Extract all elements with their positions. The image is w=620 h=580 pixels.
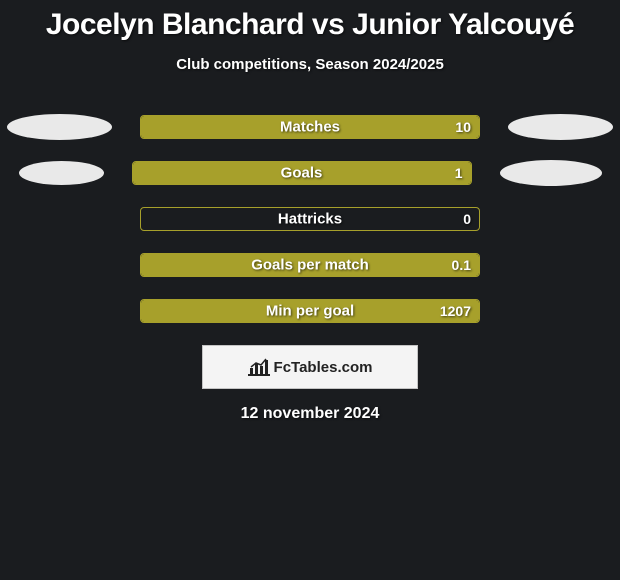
left-indicator-ellipse bbox=[19, 161, 104, 185]
left-indicator-ellipse bbox=[7, 114, 112, 140]
stat-value: 10 bbox=[455, 119, 471, 135]
bar-track: Min per goal 1207 bbox=[140, 299, 480, 323]
stat-row: Goals 1 bbox=[0, 161, 620, 185]
left-spacer bbox=[7, 252, 112, 278]
stat-label: Goals per match bbox=[251, 257, 369, 274]
right-spacer bbox=[508, 252, 613, 278]
stat-row: Hattricks 0 bbox=[0, 207, 620, 231]
stat-label: Goals bbox=[281, 165, 323, 182]
chart-icon bbox=[248, 358, 270, 376]
stat-value: 1 bbox=[455, 165, 463, 181]
bar-track: Goals 1 bbox=[132, 161, 472, 185]
right-spacer bbox=[508, 298, 613, 324]
stat-value: 0 bbox=[463, 211, 471, 227]
footer-logo-box: FcTables.com bbox=[202, 345, 418, 389]
right-indicator-ellipse bbox=[500, 160, 602, 186]
stat-value: 0.1 bbox=[452, 257, 471, 273]
fctables-logo: FcTables.com bbox=[248, 358, 373, 376]
subtitle: Club competitions, Season 2024/2025 bbox=[0, 56, 620, 73]
date-text: 12 november 2024 bbox=[0, 405, 620, 423]
left-spacer bbox=[7, 298, 112, 324]
bar-track: Hattricks 0 bbox=[140, 207, 480, 231]
stat-row: Goals per match 0.1 bbox=[0, 253, 620, 277]
stat-row: Min per goal 1207 bbox=[0, 299, 620, 323]
bar-track: Goals per match 0.1 bbox=[140, 253, 480, 277]
stat-label: Matches bbox=[280, 119, 340, 136]
logo-text: FcTables.com bbox=[274, 359, 373, 376]
right-spacer bbox=[508, 206, 613, 232]
right-indicator-ellipse bbox=[508, 114, 613, 140]
left-spacer bbox=[7, 206, 112, 232]
stat-value: 1207 bbox=[440, 303, 471, 319]
comparison-chart: Matches 10 Goals 1 Hattricks 0 Goals per… bbox=[0, 115, 620, 323]
stat-row: Matches 10 bbox=[0, 115, 620, 139]
bar-track: Matches 10 bbox=[140, 115, 480, 139]
stat-label: Min per goal bbox=[266, 303, 354, 320]
stat-label: Hattricks bbox=[278, 211, 342, 228]
page-title: Jocelyn Blanchard vs Junior Yalcouyé bbox=[0, 0, 620, 42]
